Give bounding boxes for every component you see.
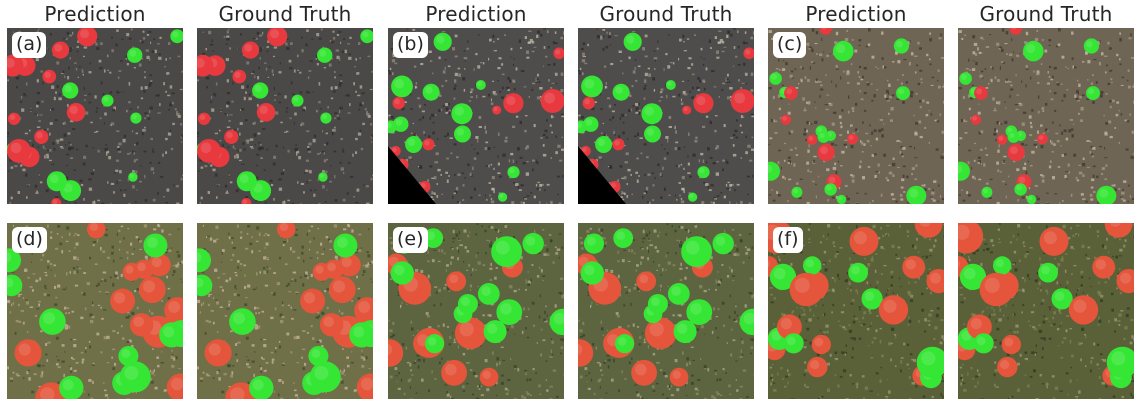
column-title-prediction-c: Prediction (805, 2, 907, 26)
aerial-image-b-ground-truth (578, 28, 754, 204)
panel-d-prediction: (d) (7, 223, 183, 399)
column-title-ground-truth-b: Ground Truth (599, 2, 733, 26)
aerial-image-f-prediction (768, 223, 944, 399)
aerial-image-e-ground-truth (578, 223, 754, 399)
column-title-ground-truth-c: Ground Truth (979, 2, 1113, 26)
panel-e-prediction: (e) (388, 223, 564, 399)
panel-c-prediction: (c) (768, 28, 944, 204)
column-title-ground-truth-a: Ground Truth (218, 2, 352, 26)
panel-label-e: (e) (393, 227, 428, 253)
panel-c-ground-truth (958, 28, 1134, 204)
panel-b-ground-truth (578, 28, 754, 204)
aerial-image-f-ground-truth (958, 223, 1134, 399)
panel-a-prediction: (a) (7, 28, 183, 204)
aerial-image-a-prediction (7, 28, 183, 204)
aerial-image-c-ground-truth (958, 28, 1134, 204)
panel-label-b: (b) (393, 32, 428, 58)
panel-a-ground-truth (197, 28, 373, 204)
aerial-image-d-prediction (7, 223, 183, 399)
panel-label-a: (a) (12, 32, 47, 58)
panel-label-d: (d) (12, 227, 47, 253)
panel-d-ground-truth (197, 223, 373, 399)
panel-b-prediction: (b) (388, 28, 564, 204)
panel-label-c: (c) (773, 32, 807, 58)
aerial-image-e-prediction (388, 223, 564, 399)
panel-label-f: (f) (773, 227, 803, 253)
panel-f-ground-truth (958, 223, 1134, 399)
panel-e-ground-truth (578, 223, 754, 399)
aerial-image-d-ground-truth (197, 223, 373, 399)
aerial-image-a-ground-truth (197, 28, 373, 204)
column-title-prediction-b: Prediction (425, 2, 527, 26)
column-title-prediction-a: Prediction (44, 2, 146, 26)
panel-f-prediction: (f) (768, 223, 944, 399)
